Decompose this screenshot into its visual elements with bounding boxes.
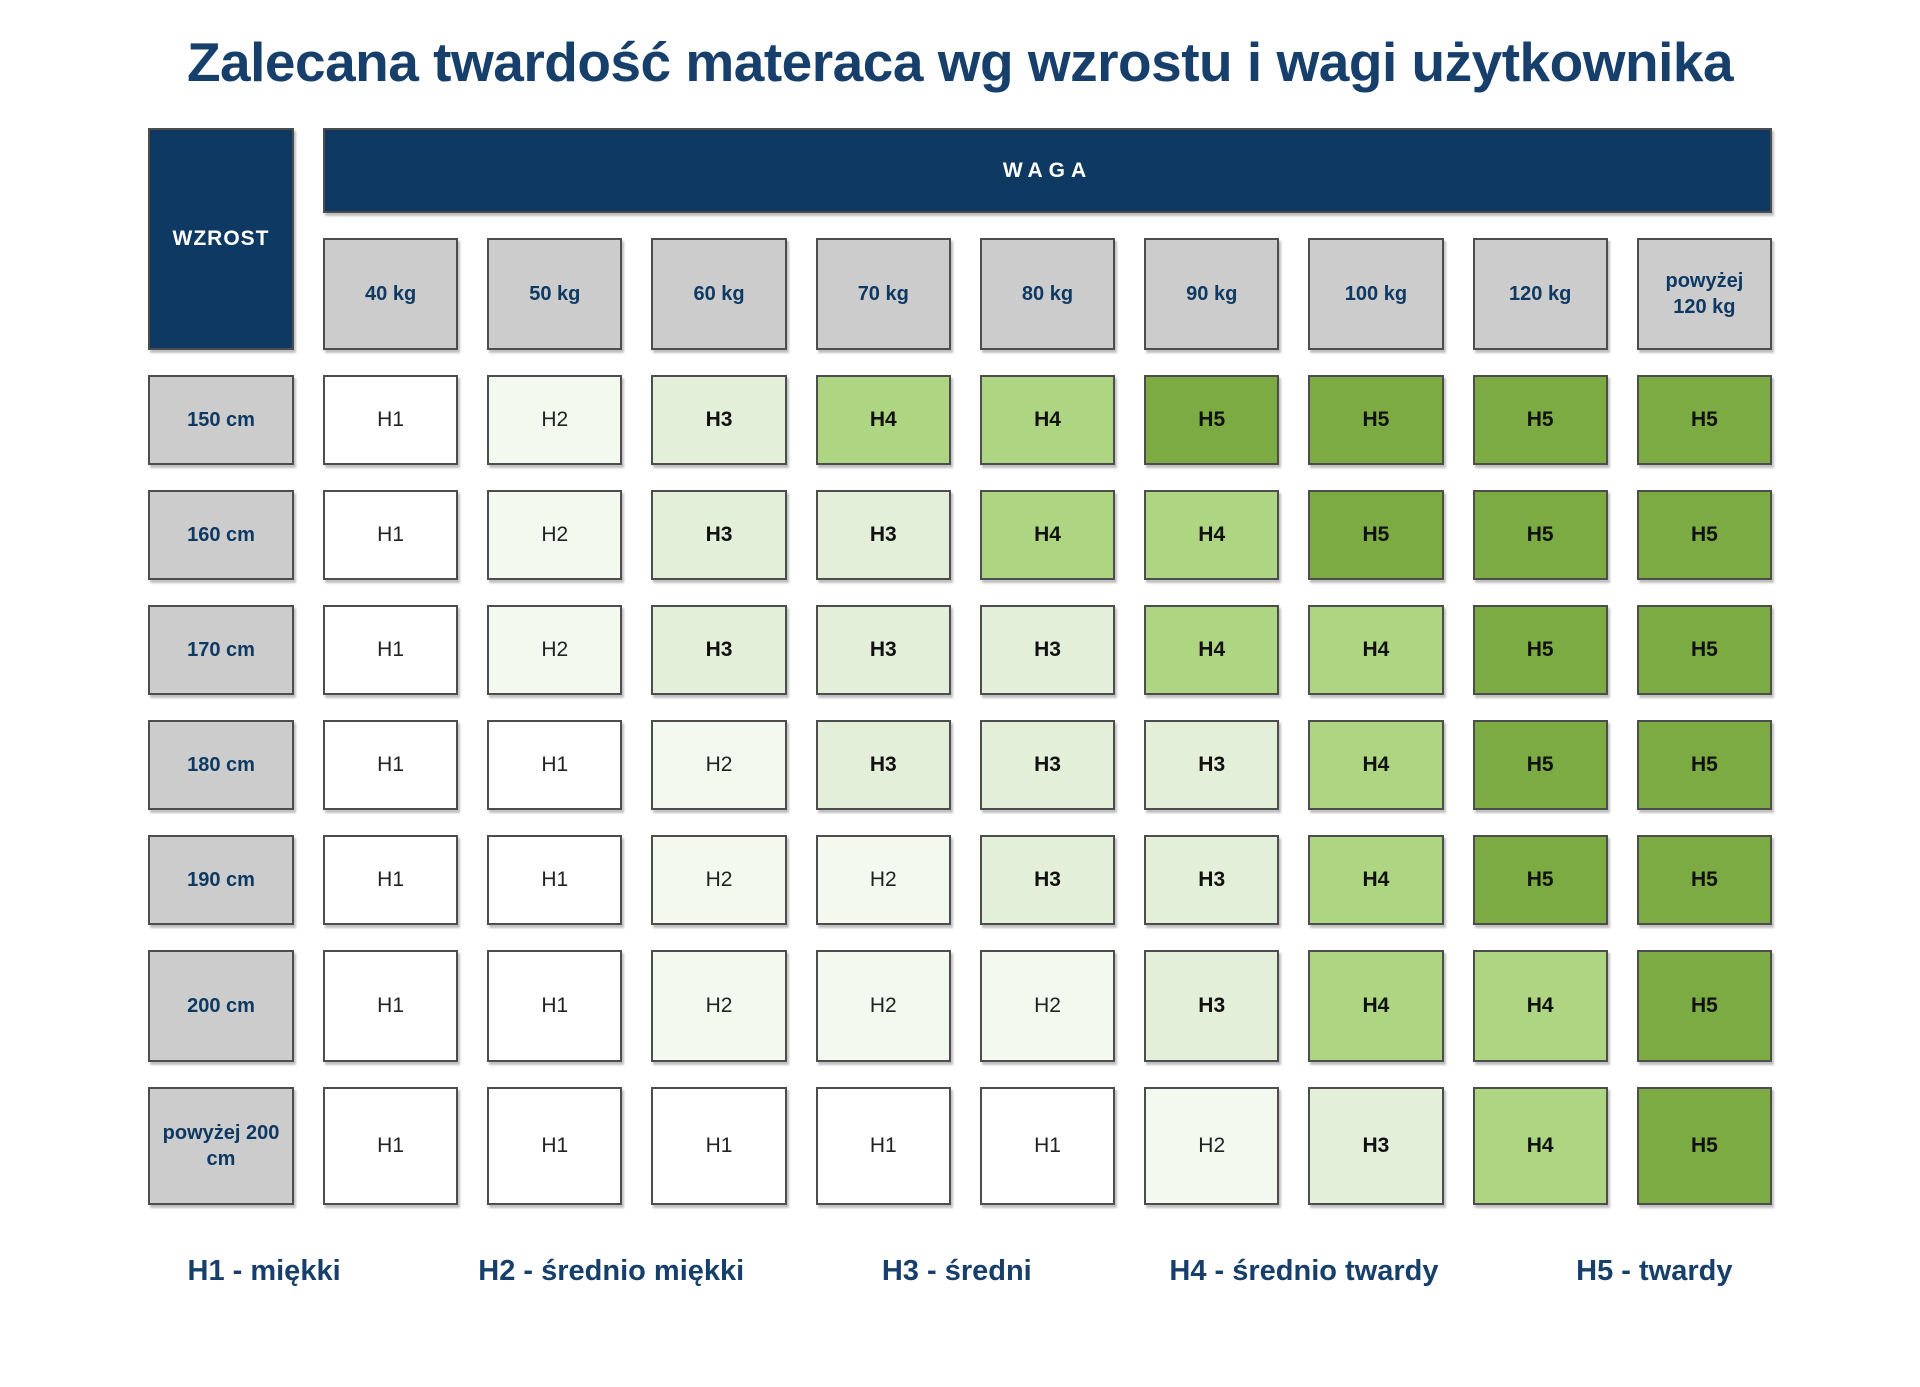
row-header-160cm: 160 cm [148, 490, 294, 580]
height-axis-header: WZROST [148, 128, 294, 350]
firmness-cell: H5 [1636, 720, 1772, 810]
firmness-cell: H5 [1144, 375, 1280, 465]
firmness-cell: H1 [487, 720, 623, 810]
firmness-cell: H3 [1144, 950, 1280, 1062]
firmness-cell: H5 [1308, 375, 1444, 465]
firmness-cell: H1 [323, 720, 459, 810]
firmness-cell: H1 [979, 1087, 1116, 1205]
firmness-cell: H1 [487, 835, 623, 925]
firmness-cell: H4 [1144, 605, 1280, 695]
firmness-cell: H2 [651, 950, 787, 1062]
firmness-cell: H5 [1308, 490, 1444, 580]
firmness-cell: H3 [815, 605, 951, 695]
firmness-cell: H3 [1308, 1087, 1444, 1205]
firmness-cell: H3 [815, 720, 951, 810]
row-header-200cm: 200 cm [148, 950, 294, 1062]
firmness-cell: H3 [979, 605, 1116, 695]
column-header-90kg: 90 kg [1144, 238, 1280, 350]
firmness-cell: H4 [1308, 605, 1444, 695]
firmness-cell: H1 [815, 1087, 951, 1205]
firmness-cell: H2 [979, 950, 1116, 1062]
firmness-cell: H2 [487, 375, 623, 465]
firmness-table: WZROST WAGA 40 kg 50 kg 60 kg 70 kg 80 k… [148, 128, 1772, 1205]
firmness-cell: H4 [1472, 950, 1608, 1062]
firmness-cell: H4 [815, 375, 951, 465]
column-header-100kg: 100 kg [1308, 238, 1444, 350]
firmness-cell: H4 [979, 375, 1116, 465]
firmness-cell: H5 [1472, 835, 1608, 925]
firmness-cell: H2 [1144, 1087, 1280, 1205]
legend-item-h4: H4 - średnio twardy [1169, 1255, 1439, 1287]
firmness-cell: H4 [1144, 490, 1280, 580]
firmness-cell: H5 [1472, 605, 1608, 695]
firmness-cell: H5 [1636, 1087, 1772, 1205]
row-header-150cm: 150 cm [148, 375, 294, 465]
legend-item-h2: H2 - średnio miękki [478, 1255, 745, 1287]
firmness-cell: H3 [1144, 720, 1280, 810]
row-header-180cm: 180 cm [148, 720, 294, 810]
column-header-40kg: 40 kg [323, 238, 459, 350]
firmness-cell: H3 [815, 490, 951, 580]
legend-item-h5: H5 - twardy [1576, 1255, 1733, 1287]
column-header-80kg: 80 kg [979, 238, 1116, 350]
column-header-70kg: 70 kg [815, 238, 951, 350]
firmness-cell: H5 [1636, 950, 1772, 1062]
row-header-170cm: 170 cm [148, 605, 294, 695]
column-header-60kg: 60 kg [651, 238, 787, 350]
firmness-cell: H5 [1472, 490, 1608, 580]
firmness-cell: H5 [1472, 375, 1608, 465]
legend-item-h1: H1 - miękki [187, 1255, 341, 1287]
legend-item-h3: H3 - średni [881, 1255, 1032, 1287]
firmness-cell: H1 [323, 605, 459, 695]
firmness-cell: H1 [323, 1087, 459, 1205]
firmness-cell: H5 [1636, 835, 1772, 925]
firmness-cell: H4 [1308, 720, 1444, 810]
weight-axis-header: WAGA [323, 128, 1772, 213]
firmness-cell: H5 [1636, 605, 1772, 695]
page-title: Zalecana twardość materaca wg wzrostu i … [186, 31, 1734, 93]
row-header-190cm: 190 cm [148, 835, 294, 925]
column-header-over-120kg: powyżej 120 kg [1636, 238, 1772, 350]
firmness-cell: H2 [815, 835, 951, 925]
firmness-cell: H1 [487, 1087, 623, 1205]
row-header-over-200cm: powyżej 200 cm [148, 1087, 294, 1205]
firmness-cell: H3 [1144, 835, 1280, 925]
firmness-cell: H2 [651, 835, 787, 925]
firmness-cell: H1 [651, 1087, 787, 1205]
firmness-cell: H1 [323, 375, 459, 465]
firmness-cell: H1 [323, 835, 459, 925]
firmness-cell: H4 [1472, 1087, 1608, 1205]
firmness-cell: H4 [1308, 950, 1444, 1062]
firmness-cell: H5 [1636, 375, 1772, 465]
firmness-cell: H2 [487, 490, 623, 580]
firmness-cell: H3 [651, 375, 787, 465]
firmness-cell: H3 [651, 605, 787, 695]
firmness-cell: H4 [1308, 835, 1444, 925]
firmness-cell: H5 [1636, 490, 1772, 580]
firmness-cell: H4 [979, 490, 1116, 580]
firmness-cell: H3 [979, 720, 1116, 810]
firmness-cell: H3 [979, 835, 1116, 925]
firmness-cell: H2 [815, 950, 951, 1062]
column-header-120kg: 120 kg [1472, 238, 1608, 350]
firmness-cell: H1 [323, 490, 459, 580]
column-header-50kg: 50 kg [487, 238, 623, 350]
legend: H1 - miękki H2 - średnio miękki H3 - śre… [188, 1255, 1733, 1288]
firmness-cell: H1 [487, 950, 623, 1062]
firmness-cell: H1 [323, 950, 459, 1062]
firmness-cell: H5 [1472, 720, 1608, 810]
firmness-cell: H2 [651, 720, 787, 810]
firmness-cell: H3 [651, 490, 787, 580]
firmness-cell: H2 [487, 605, 623, 695]
